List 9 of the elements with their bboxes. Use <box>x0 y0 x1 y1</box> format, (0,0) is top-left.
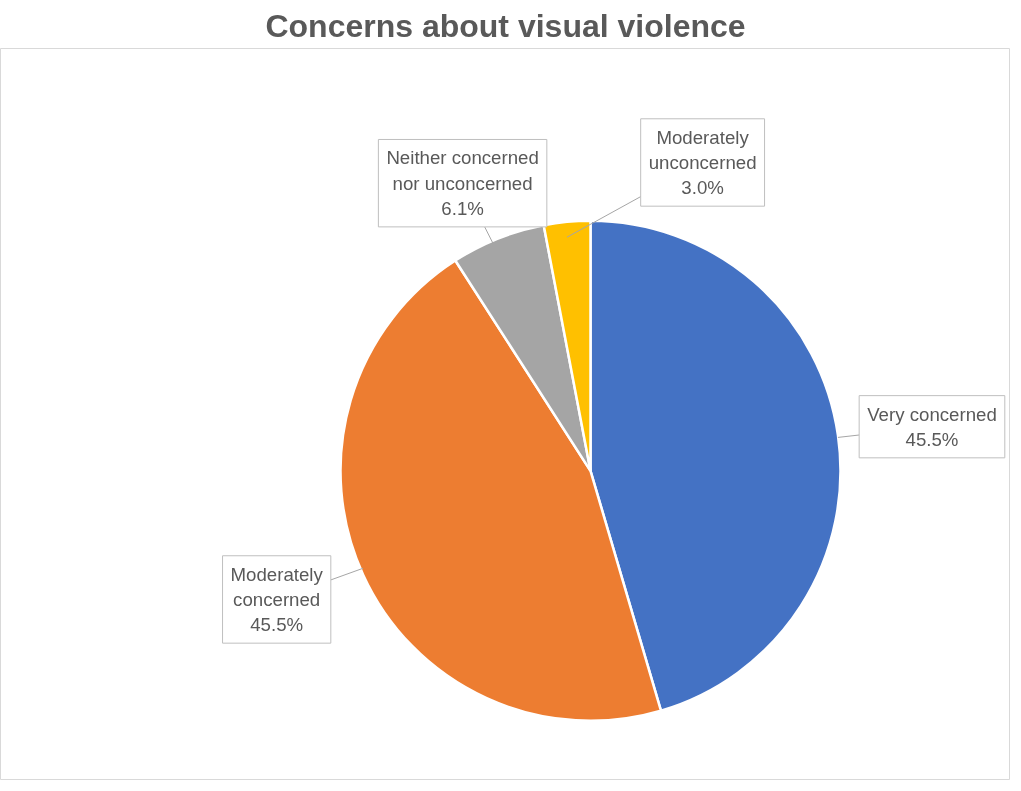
slice-label: Moderately concerned <box>230 563 324 610</box>
data-label: 3.0% <box>681 177 724 199</box>
data-label: 45.5% <box>905 428 959 450</box>
chart-title: Concerns about visual violence <box>265 7 746 44</box>
slice-label: Moderately unconcerned <box>648 126 757 173</box>
slice-label: Neither concerned nor unconcerned <box>386 147 539 194</box>
data-label: 45.5% <box>250 614 304 636</box>
data-label: 6.1% <box>441 197 484 219</box>
slice-label: Very concerned <box>867 403 997 425</box>
